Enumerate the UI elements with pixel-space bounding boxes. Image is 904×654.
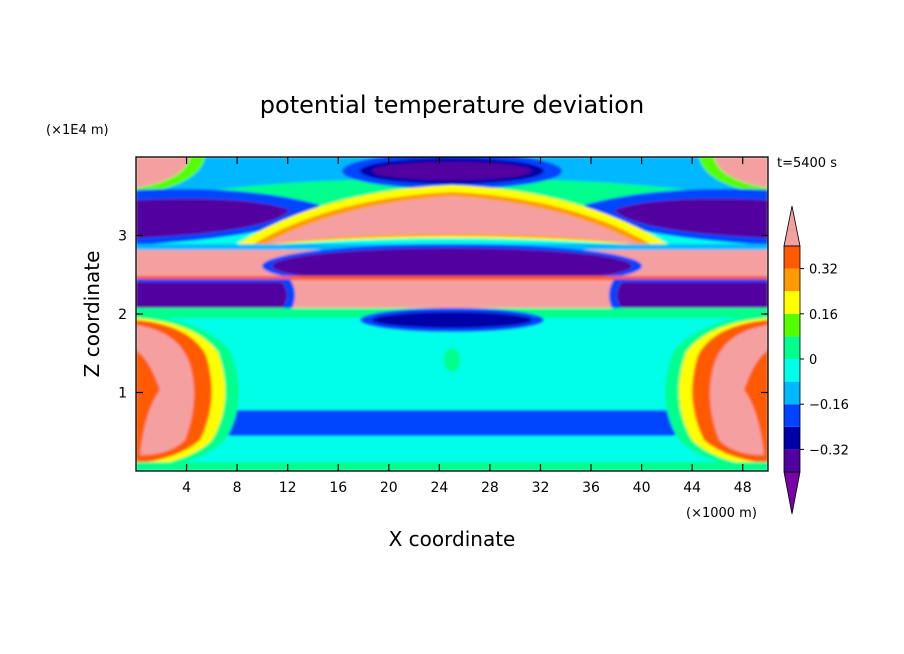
- colorbar-segment: [784, 336, 800, 359]
- colorbar-max-extension: [783, 205, 801, 247]
- time-label: t=5400 s: [777, 156, 837, 171]
- x-axis-label: X coordinate: [389, 527, 516, 551]
- colorbar-label: 0.32: [809, 263, 838, 278]
- y-unit-label: (×1E4 m): [46, 123, 109, 138]
- y-tick-label: 3: [118, 229, 127, 245]
- colorbar-segment: [784, 291, 800, 314]
- colorbar-segment: [784, 449, 800, 472]
- x-tick-label: 44: [683, 480, 701, 496]
- x-tick-label: 4: [182, 480, 191, 496]
- chart-title: potential temperature deviation: [260, 91, 644, 119]
- x-tick-label: 12: [279, 480, 297, 496]
- contour-field: [136, 157, 768, 471]
- colorbar-segment: [784, 426, 800, 450]
- y-tick-label: 2: [118, 307, 127, 323]
- colorbar-label: −0.16: [809, 398, 849, 413]
- x-tick-label: 40: [633, 480, 651, 496]
- x-tick-label: 24: [430, 480, 448, 496]
- x-unit-label: (×1000 m): [686, 506, 757, 521]
- colorbar-label: 0: [809, 353, 817, 368]
- colorbar-segment: [784, 268, 800, 292]
- colorbar-segment: [784, 359, 800, 382]
- x-tick-label: 16: [329, 480, 347, 496]
- colorbar-segment: [784, 313, 800, 337]
- x-tick-label: 36: [582, 480, 600, 496]
- x-tick-label: 48: [734, 480, 752, 496]
- y-tick-label: 1: [118, 386, 127, 402]
- colorbar: 0.32 0.16 0 −0.16 −0.32: [783, 205, 849, 515]
- colorbar-label: −0.32: [809, 443, 849, 458]
- colorbar-segment: [784, 246, 800, 269]
- colorbar-min-extension: [783, 471, 801, 515]
- x-tick-label: 32: [532, 480, 550, 496]
- colorbar-segment: [784, 404, 800, 427]
- colorbar-label: 0.16: [809, 308, 838, 323]
- y-axis-label: Z coordinate: [80, 251, 104, 378]
- x-tick-label: 28: [481, 480, 499, 496]
- colorbar-segment: [784, 381, 800, 405]
- x-tick-label: 8: [233, 480, 242, 496]
- x-tick-label: 20: [380, 480, 398, 496]
